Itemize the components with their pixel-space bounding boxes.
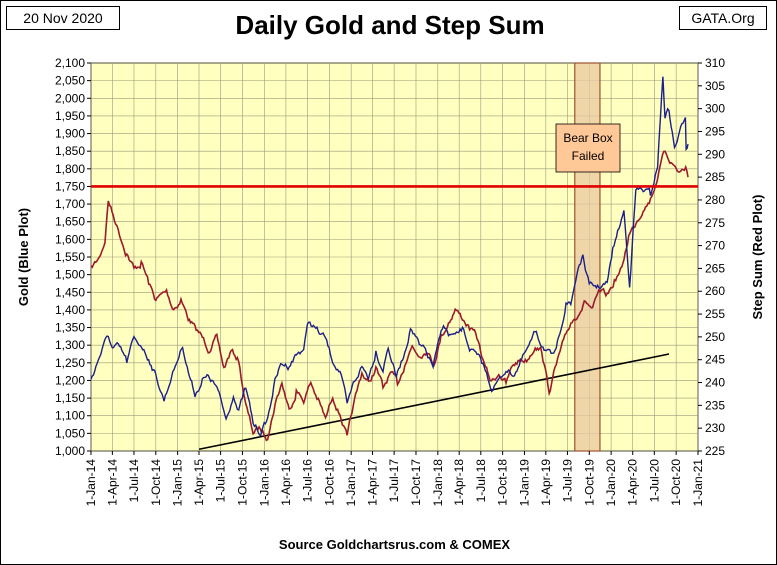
- x-tick-label: 1-Jul-17: [387, 459, 401, 503]
- brand-label: GATA.Org: [679, 6, 767, 30]
- y-left-tick-label: 1,850: [55, 144, 85, 158]
- y-left-tick-label: 1,350: [55, 321, 85, 335]
- y-left-tick-label: 1,400: [55, 303, 85, 317]
- x-tick-label: 1-Apr-18: [452, 459, 466, 506]
- bear-box-label-text: Bear Box: [563, 131, 612, 145]
- bear-box-band: [574, 62, 601, 452]
- bear-box-annotation: Bear Box Failed: [555, 62, 621, 452]
- y-right-tick-label: 295: [705, 124, 725, 138]
- x-tick-label: 1-Oct-18: [496, 459, 510, 506]
- y-left-tick-label: 1,550: [55, 250, 85, 264]
- date-label: 20 Nov 2020: [6, 6, 120, 30]
- source-label: Source Goldchartsrus.com & COMEX: [279, 537, 510, 552]
- y-right-tick-label: 305: [705, 79, 725, 93]
- x-tick-label: 1-Oct-15: [235, 459, 249, 506]
- y-left-tick-label: 1,750: [55, 179, 85, 193]
- labels-group: Gold (Blue Plot) Step Sum (Red Plot) Sourc…: [16, 195, 765, 552]
- y-left-tick-label: 1,150: [55, 391, 85, 405]
- bear-box-label-box: [555, 123, 621, 173]
- y-left-tick-label: 2,050: [55, 74, 85, 88]
- series-line-step-sum: [90, 150, 689, 442]
- y-right-tick-label: 300: [705, 102, 725, 116]
- y-right-tick-label: 230: [705, 421, 725, 435]
- x-tick-label: 1-Jul-16: [300, 459, 314, 503]
- y-right-tick-label: 310: [705, 56, 725, 70]
- y-right-tick-label: 285: [705, 170, 725, 184]
- x-tick-label: 1-Jan-15: [171, 459, 185, 507]
- y-left-tick-label: 1,200: [55, 373, 85, 387]
- x-tick-label: 1-Oct-19: [582, 459, 596, 506]
- x-tick-label: 1-Oct-20: [669, 459, 683, 506]
- y-right-axis-title: Step Sum (Red Plot): [750, 195, 765, 320]
- x-tick-label: 1-Jul-20: [647, 459, 661, 503]
- y-right-tick-label: 275: [705, 216, 725, 230]
- x-tick-label: 1-Apr-16: [279, 459, 293, 506]
- x-tick-label: 1-Oct-14: [149, 459, 163, 506]
- y-left-tick-label: 1,900: [55, 127, 85, 141]
- y-left-tick-label: 1,450: [55, 285, 85, 299]
- y-left-tick-label: 1,050: [55, 426, 85, 440]
- x-tick-label: 1-Jan-18: [431, 459, 445, 507]
- y-left-tick-label: 1,650: [55, 215, 85, 229]
- x-tick-label: 1-Apr-19: [539, 459, 553, 506]
- x-tick-label: 1-Jan-16: [257, 459, 271, 507]
- x-tick-label: 1-Apr-17: [366, 459, 380, 506]
- x-tick-label: 1-Jul-19: [560, 459, 574, 503]
- y-left-tick-label: 1,250: [55, 356, 85, 370]
- x-tick-label: 1-Jan-20: [604, 459, 618, 507]
- x-tick-label: 1-Apr-20: [626, 459, 640, 506]
- y-left-tick-label: 2,000: [55, 91, 85, 105]
- x-tick-label: 1-Apr-15: [192, 459, 206, 506]
- y-left-tick-label: 1,600: [55, 232, 85, 246]
- y-left-tick-label: 2,100: [55, 56, 85, 70]
- x-tick-label: 1-Jan-19: [517, 459, 531, 507]
- y-right-tick-label: 240: [705, 376, 725, 390]
- y-right-tick-label: 270: [705, 239, 725, 253]
- y-right-tick-label: 225: [705, 444, 725, 458]
- y-left-tick-label: 1,700: [55, 197, 85, 211]
- y-left-tick-label: 1,500: [55, 268, 85, 282]
- chart-title: Daily Gold and Step Sum: [235, 10, 545, 40]
- x-tick-label: 1-Oct-16: [322, 459, 336, 506]
- trend-line-group: [198, 353, 670, 451]
- x-tick-label: 1-Oct-17: [409, 459, 423, 506]
- series-line-gold: [90, 76, 689, 437]
- y-right-tick-label: 290: [705, 147, 725, 161]
- y-right-tick-label: 235: [705, 398, 725, 412]
- y-right-tick-label: 250: [705, 330, 725, 344]
- bear-box-label-text: Failed: [572, 149, 605, 163]
- y-left-tick-label: 1,800: [55, 162, 85, 176]
- y-left-tick-label: 1,950: [55, 109, 85, 123]
- y-right-tick-label: 255: [705, 307, 725, 321]
- axes-group: 1,000 1,050 1,100 1,150 1,200 1,250 1,300 1,350…: [55, 56, 725, 506]
- x-tick-label: 1-Jan-14: [84, 459, 98, 507]
- y-right-tick-label: 280: [705, 193, 725, 207]
- x-tick-label: 1-Jan-21: [691, 459, 705, 507]
- x-tick-label: 1-Apr-14: [105, 459, 119, 506]
- y-left-tick-label: 1,300: [55, 338, 85, 352]
- y-left-tick-label: 1,000: [55, 444, 85, 458]
- trend-line: [198, 353, 670, 451]
- series-group: [90, 76, 689, 442]
- y-right-tick-label: 265: [705, 261, 725, 275]
- x-tick-label: 1-Jul-18: [474, 459, 488, 503]
- x-tick-label: 1-Jan-17: [344, 459, 358, 507]
- y-right-tick-label: 260: [705, 284, 725, 298]
- y-left-axis-title: Gold (Blue Plot): [16, 208, 31, 306]
- y-left-tick-label: 1,100: [55, 409, 85, 423]
- x-tick-label: 1-Jul-14: [127, 459, 141, 503]
- x-tick-label: 1-Jul-15: [214, 459, 228, 503]
- y-right-tick-label: 245: [705, 353, 725, 367]
